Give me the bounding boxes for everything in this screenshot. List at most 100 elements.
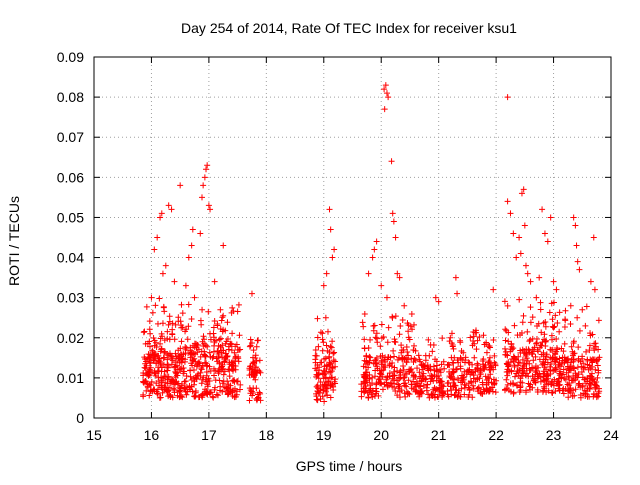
data-point bbox=[405, 328, 412, 335]
data-point bbox=[408, 381, 415, 388]
data-point bbox=[395, 385, 402, 392]
data-point bbox=[548, 361, 555, 368]
data-point bbox=[510, 358, 517, 365]
data-point bbox=[382, 364, 389, 371]
data-point bbox=[232, 366, 239, 373]
data-point bbox=[524, 270, 531, 277]
data-point bbox=[248, 290, 255, 297]
data-point bbox=[562, 376, 569, 383]
data-point bbox=[526, 383, 533, 390]
data-point bbox=[439, 335, 446, 342]
data-point bbox=[545, 387, 552, 394]
data-point bbox=[179, 355, 186, 362]
data-point bbox=[466, 359, 473, 366]
data-point bbox=[320, 339, 327, 346]
data-point bbox=[583, 303, 590, 310]
data-point bbox=[445, 379, 452, 386]
data-point bbox=[176, 387, 183, 394]
data-point bbox=[542, 356, 549, 363]
data-point bbox=[401, 374, 408, 381]
data-point bbox=[586, 385, 593, 392]
data-point bbox=[436, 386, 443, 393]
data-point bbox=[570, 357, 577, 364]
data-point bbox=[326, 354, 333, 361]
data-point bbox=[173, 353, 180, 360]
data-point bbox=[317, 329, 324, 336]
data-point bbox=[535, 373, 542, 380]
data-point bbox=[475, 384, 482, 391]
x-tick-label: 23 bbox=[546, 427, 562, 443]
data-point bbox=[373, 335, 380, 342]
data-point bbox=[514, 382, 521, 389]
data-point bbox=[187, 373, 194, 380]
data-point bbox=[202, 353, 209, 360]
data-point bbox=[169, 394, 176, 401]
data-point bbox=[519, 372, 526, 379]
data-point bbox=[174, 372, 181, 379]
data-point bbox=[227, 341, 234, 348]
x-axis-label: GPS time / hours bbox=[296, 458, 403, 474]
data-point bbox=[256, 357, 263, 364]
data-point bbox=[454, 357, 461, 364]
data-point bbox=[205, 375, 212, 382]
data-point bbox=[561, 340, 568, 347]
data-point bbox=[207, 368, 214, 375]
data-point bbox=[142, 340, 149, 347]
data-point bbox=[583, 348, 590, 355]
data-point bbox=[166, 318, 173, 325]
data-point bbox=[422, 376, 429, 383]
data-point bbox=[318, 359, 325, 366]
data-point bbox=[323, 270, 330, 277]
data-point bbox=[531, 344, 538, 351]
data-point bbox=[361, 373, 368, 380]
data-point bbox=[461, 384, 468, 391]
data-point bbox=[511, 322, 518, 329]
data-point bbox=[552, 356, 559, 363]
data-point bbox=[398, 342, 405, 349]
data-point bbox=[165, 362, 172, 369]
data-point bbox=[331, 378, 338, 385]
data-point bbox=[329, 254, 336, 261]
data-point bbox=[561, 357, 568, 364]
data-point bbox=[418, 378, 425, 385]
data-point bbox=[189, 226, 196, 233]
y-axis-label: ROTI / TECUs bbox=[6, 196, 22, 286]
data-point bbox=[206, 349, 213, 356]
data-point bbox=[189, 351, 196, 358]
data-point bbox=[582, 390, 589, 397]
data-point bbox=[419, 366, 426, 373]
data-point bbox=[455, 387, 462, 394]
data-point bbox=[556, 372, 563, 379]
data-point bbox=[399, 354, 406, 361]
data-point bbox=[555, 378, 562, 385]
data-point bbox=[207, 336, 214, 343]
y-tick-label: 0.05 bbox=[57, 209, 84, 225]
data-point bbox=[526, 366, 533, 373]
data-point bbox=[177, 351, 184, 358]
data-point bbox=[561, 324, 568, 331]
data-point bbox=[157, 348, 164, 355]
data-point bbox=[436, 385, 443, 392]
data-point bbox=[492, 389, 499, 396]
data-point bbox=[571, 392, 578, 399]
data-point bbox=[502, 337, 509, 344]
data-point bbox=[471, 340, 478, 347]
data-point bbox=[369, 374, 376, 381]
data-point bbox=[389, 360, 396, 367]
data-point bbox=[210, 334, 217, 341]
data-point bbox=[384, 339, 391, 346]
data-point bbox=[525, 373, 532, 380]
data-point bbox=[159, 389, 166, 396]
data-point bbox=[449, 375, 456, 382]
data-point bbox=[253, 385, 260, 392]
axis-ticks: 15 16 17 18 19 20 21 22 23 24 0 0.01 0.02 0.03 0.04 0.0… bbox=[57, 49, 619, 443]
data-point bbox=[466, 386, 473, 393]
data-point bbox=[203, 166, 210, 173]
data-point bbox=[157, 214, 164, 221]
data-point bbox=[403, 358, 410, 365]
data-point bbox=[519, 356, 526, 363]
data-point bbox=[567, 364, 574, 371]
data-point bbox=[155, 374, 162, 381]
data-point bbox=[152, 353, 159, 360]
data-point bbox=[510, 380, 517, 387]
